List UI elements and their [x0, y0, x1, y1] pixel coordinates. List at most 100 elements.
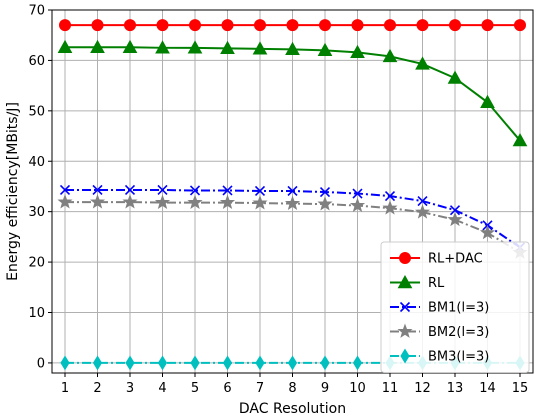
data-point [219, 194, 236, 210]
data-point [351, 19, 364, 32]
data-point [285, 41, 300, 56]
series-rl-dac [59, 19, 526, 32]
x-axis-ticks: 1 2 3 4 5 6 7 8 9 10 11 12 13 14 15 [61, 373, 528, 396]
data-point [480, 94, 495, 108]
data-point [155, 40, 170, 54]
data-point [57, 39, 73, 54]
legend-marker [397, 323, 413, 338]
data-point [122, 194, 138, 209]
x-tick-label: 14 [479, 381, 496, 396]
y-axis-label: Energy efficiency[MBits/J] [5, 102, 21, 281]
data-point [319, 19, 331, 32]
x-tick-label: 9 [321, 381, 329, 396]
data-point [157, 355, 168, 371]
data-point [157, 184, 168, 196]
data-point [417, 196, 428, 207]
x-tick-label: 6 [223, 381, 231, 396]
data-point [384, 19, 396, 32]
data-point [57, 194, 73, 209]
data-point [252, 195, 268, 210]
data-point [222, 185, 233, 196]
y-axis-ticks: 0 10 20 30 40 50 60 70 [28, 4, 52, 371]
data-point [190, 355, 200, 371]
x-tick-label: 10 [349, 381, 366, 396]
legend-box [380, 241, 530, 373]
data-point [414, 204, 431, 219]
data-point [349, 197, 366, 213]
data-point [352, 188, 363, 199]
legend-marker [397, 274, 413, 289]
data-point [415, 56, 430, 70]
data-point [92, 355, 103, 371]
data-point [449, 19, 461, 32]
data-point [59, 19, 71, 32]
x-tick-label: 5 [191, 381, 199, 396]
y-tick-label: 50 [28, 104, 45, 119]
legend: RL+DAC RL BM1(l=3) BM2(l=3) BM3(l=3) [380, 241, 530, 373]
data-point [286, 19, 299, 32]
y-tick-label: 70 [28, 4, 45, 19]
data-point [512, 133, 528, 147]
data-point [384, 190, 396, 202]
legend-marker [400, 348, 410, 364]
y-tick-label: 0 [37, 356, 45, 371]
legend-item: BM1(l=3) [390, 301, 489, 316]
data-point [449, 205, 461, 216]
x-tick-label: 1 [61, 381, 69, 396]
data-point [252, 41, 268, 55]
y-tick-label: 60 [28, 54, 45, 69]
data-point [187, 40, 203, 54]
x-tick-label: 12 [414, 381, 431, 396]
legend-label: BM2(l=3) [428, 325, 489, 340]
data-point [447, 70, 463, 84]
data-point [317, 196, 333, 211]
data-point [254, 19, 266, 32]
data-point [352, 355, 363, 371]
series-rl [57, 39, 528, 147]
data-point [89, 194, 106, 209]
legend-label: RL+DAC [428, 252, 483, 267]
series-layer [57, 19, 528, 371]
x-tick-label: 8 [288, 381, 296, 396]
x-axis-label: DAC Resolution [239, 401, 346, 417]
series-bm2-l-3 [57, 194, 528, 259]
data-point [222, 355, 233, 371]
data-point [320, 355, 330, 371]
data-point [122, 39, 138, 54]
legend-label: BM3(l=3) [428, 350, 489, 365]
x-tick-label: 13 [447, 381, 464, 396]
data-point [514, 19, 526, 32]
y-tick-label: 30 [28, 205, 45, 220]
y-tick-label: 10 [28, 306, 45, 321]
legend-item: BM3(l=3) [390, 348, 489, 365]
data-point [255, 355, 265, 371]
data-point [220, 40, 235, 55]
data-point [189, 185, 201, 196]
x-tick-label: 7 [256, 381, 264, 396]
y-tick-label: 40 [28, 155, 45, 170]
legend-label: BM1(l=3) [428, 301, 489, 316]
data-point [154, 194, 171, 210]
data-point [287, 355, 298, 371]
data-point [284, 195, 301, 211]
data-point [447, 211, 463, 227]
data-point [319, 186, 331, 198]
data-point [156, 19, 169, 32]
data-point [59, 184, 71, 196]
legend-item: BM2(l=3) [390, 323, 489, 340]
data-point [90, 39, 105, 54]
data-point [382, 200, 398, 215]
data-point [91, 19, 104, 32]
legend-item: RL [390, 274, 445, 291]
data-point [60, 355, 70, 371]
data-point [479, 224, 496, 240]
y-tick-label: 20 [28, 256, 45, 271]
legend-label: RL [428, 276, 445, 291]
legend-marker [399, 252, 411, 264]
data-point [189, 19, 201, 32]
data-point [317, 42, 333, 57]
data-point [125, 355, 135, 371]
legend-item: RL+DAC [390, 252, 483, 267]
data-point [124, 184, 136, 196]
